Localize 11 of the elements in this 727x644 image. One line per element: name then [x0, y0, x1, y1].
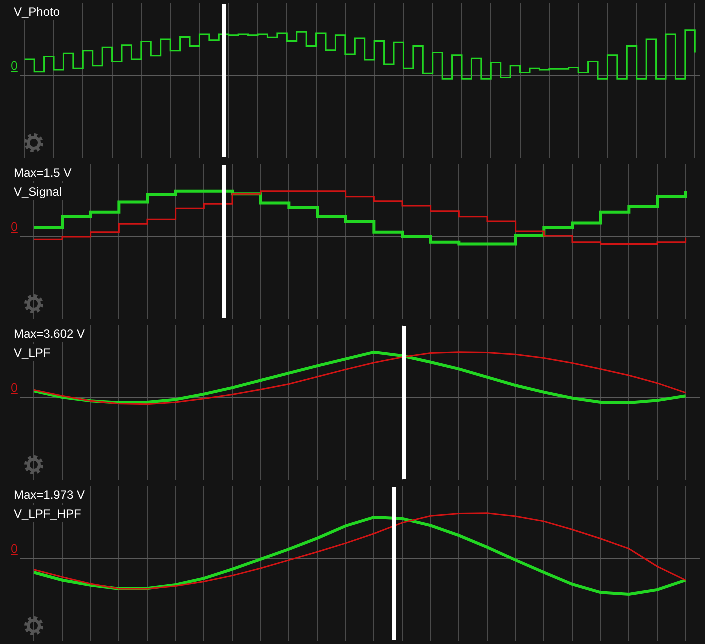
chart-subtitle: Max=1.5 V [14, 166, 72, 180]
text: 0 [11, 57, 18, 74]
chart-subtitle: Max=3.602 V [14, 327, 86, 341]
chart-title: V_LPF_HPF [14, 507, 82, 521]
chart-title: V_Signal [14, 185, 62, 199]
text: 0 [11, 379, 18, 396]
chart-subtitle: Max=1.973 V [14, 488, 86, 502]
chart-title: V_LPF [14, 346, 51, 360]
chart-title: V_Photo [14, 5, 60, 19]
text: 0 [11, 540, 18, 557]
text: 0 [11, 218, 18, 235]
